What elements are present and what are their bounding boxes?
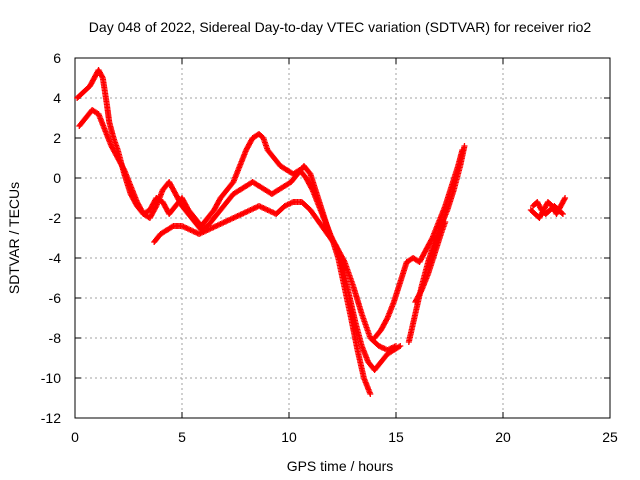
x-tick-label-4: 20 bbox=[495, 429, 511, 445]
data-points bbox=[74, 67, 569, 397]
y-tick-label-7: 2 bbox=[53, 130, 61, 146]
x-tick-label-5: 25 bbox=[602, 429, 618, 445]
x-axis-label: GPS time / hours bbox=[287, 458, 394, 474]
data-point bbox=[561, 196, 568, 203]
data-point bbox=[340, 257, 347, 264]
y-tick-label-1: -10 bbox=[41, 370, 61, 386]
y-tick-label-6: 0 bbox=[53, 170, 61, 186]
x-tick-label-3: 15 bbox=[388, 429, 404, 445]
y-axis-label: SDTVAR / TECUs bbox=[6, 182, 22, 294]
data-point bbox=[169, 223, 176, 230]
y-tick-label-4: -4 bbox=[49, 250, 62, 266]
data-point bbox=[383, 316, 390, 323]
data-point bbox=[562, 195, 569, 201]
plot-frame bbox=[74, 57, 611, 419]
data-point bbox=[393, 343, 399, 349]
data-point bbox=[417, 288, 424, 295]
x-tick-label-1: 5 bbox=[178, 429, 186, 445]
data-point bbox=[152, 204, 159, 211]
data-point bbox=[442, 219, 449, 225]
series-5 bbox=[412, 219, 449, 305]
data-point bbox=[99, 73, 106, 80]
x-tick-label-2: 10 bbox=[281, 429, 297, 445]
data-point bbox=[558, 210, 565, 216]
x-tick-label-0: 0 bbox=[71, 429, 79, 445]
data-point bbox=[367, 391, 374, 397]
y-tick-label-9: 6 bbox=[53, 50, 61, 66]
y-tick-labels: -12 -10 -8 -6 -4 -2 0 2 4 6 bbox=[41, 50, 61, 426]
y-tick-label-0: -12 bbox=[41, 410, 61, 426]
series-7 bbox=[529, 199, 566, 217]
data-point bbox=[461, 143, 468, 149]
x-tick-labels: 0 5 10 15 20 25 bbox=[71, 429, 618, 445]
y-tick-label-2: -8 bbox=[49, 330, 62, 346]
data-point bbox=[559, 211, 566, 217]
axis-ticks bbox=[74, 57, 611, 419]
chart-title: Day 048 of 2022, Sidereal Day-to-day VTE… bbox=[89, 19, 592, 35]
y-tick-label-3: -6 bbox=[49, 290, 62, 306]
series-2 bbox=[151, 199, 399, 353]
y-tick-label-8: 4 bbox=[53, 90, 61, 106]
data-point bbox=[120, 165, 127, 172]
y-tick-label-5: -2 bbox=[49, 210, 62, 226]
grid bbox=[75, 58, 610, 418]
